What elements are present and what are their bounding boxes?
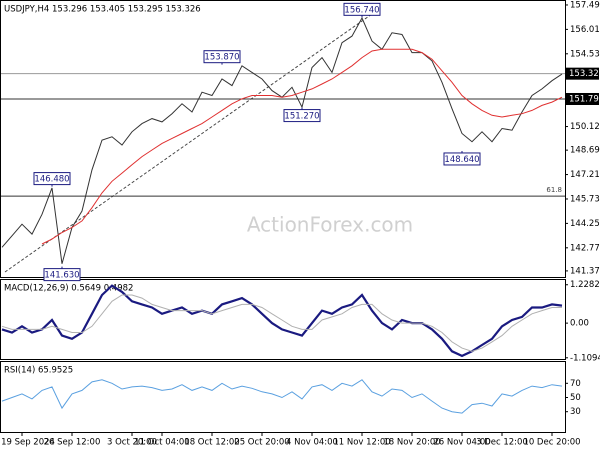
watermark: ActionForex.com — [247, 213, 413, 237]
x-tick-label: 18 Oct 12:00 — [184, 438, 239, 448]
annotation-label: 151.270 — [284, 112, 319, 122]
annotation-label: 156.740 — [344, 5, 379, 15]
y-tick-label: 1.2282 — [570, 280, 600, 290]
y-tick-label: 154.530 — [570, 49, 600, 59]
annotation-box — [343, 2, 381, 16]
level-label-box — [566, 67, 599, 80]
level-label: 151.790 — [569, 94, 600, 104]
x-tick-label: 4 Nov 04:00 — [286, 438, 338, 448]
annotation-label: 153.870 — [204, 53, 239, 63]
y-tick-label: 145.730 — [570, 194, 600, 204]
annotation-box — [43, 268, 81, 282]
panel-title: USDJPY,H4 153.296 153.405 153.295 153.32… — [4, 5, 201, 15]
panel-title: MACD(12,26,9) 0.5649 0.4982 — [4, 284, 133, 294]
annotation-label: 148.640 — [444, 155, 479, 165]
annotation-label: 141.630 — [44, 271, 79, 281]
y-tick-label: 50 — [570, 393, 581, 403]
annotation-label: 146.480 — [34, 175, 69, 185]
y-tick-label: 70 — [570, 379, 581, 389]
x-tick-label: 19 Sep 2024 — [1, 438, 55, 448]
y-tick-label: 142.770 — [570, 243, 600, 253]
y-tick-label: 144.250 — [570, 219, 600, 229]
x-tick-label: 11 Oct 04:00 — [134, 438, 189, 448]
y-tick-label: 148.690 — [570, 146, 600, 156]
x-tick-label: 3 Dec 12:00 — [476, 438, 528, 448]
x-tick-label: 18 Nov 20:00 — [383, 438, 440, 448]
annotation-box — [203, 50, 241, 64]
x-tick-label: 10 Dec 20:00 — [523, 438, 580, 448]
series-line — [1, 294, 562, 352]
macd-panel-frame — [0, 279, 566, 360]
series-line — [41, 48, 563, 245]
y-tick-label: 147.210 — [570, 170, 600, 180]
series-line — [1, 379, 563, 414]
level-label-box — [566, 92, 599, 105]
y-tick-label: 141.370 — [570, 266, 600, 276]
y-tick-label: 150.120 — [570, 122, 600, 132]
level-label: 153.326 — [569, 69, 600, 79]
y-tick-label: 156.010 — [570, 25, 600, 35]
panel-title: RSI(14) 65.9525 — [4, 366, 73, 376]
annotation-box — [33, 172, 71, 186]
series-line — [1, 284, 563, 358]
annotation-box — [283, 109, 321, 123]
y-tick-label: 157.490 — [570, 0, 600, 10]
x-tick-label: 26 Sep 12:00 — [44, 438, 101, 448]
main-panel-frame — [0, 0, 566, 278]
x-tick-label: 11 Nov 12:00 — [333, 438, 390, 448]
x-tick-label: 25 Oct 20:00 — [234, 438, 289, 448]
x-tick-label: 3 Oct 20:00 — [107, 438, 157, 448]
y-tick-label: 30 — [570, 407, 581, 417]
annotation-box — [443, 152, 481, 166]
y-tick-label: -1.1094 — [570, 353, 600, 363]
level-name: 61.8 — [546, 186, 562, 194]
x-tick-label: 26 Nov 04:00 — [433, 438, 490, 448]
y-tick-label: 0.00 — [570, 319, 589, 329]
